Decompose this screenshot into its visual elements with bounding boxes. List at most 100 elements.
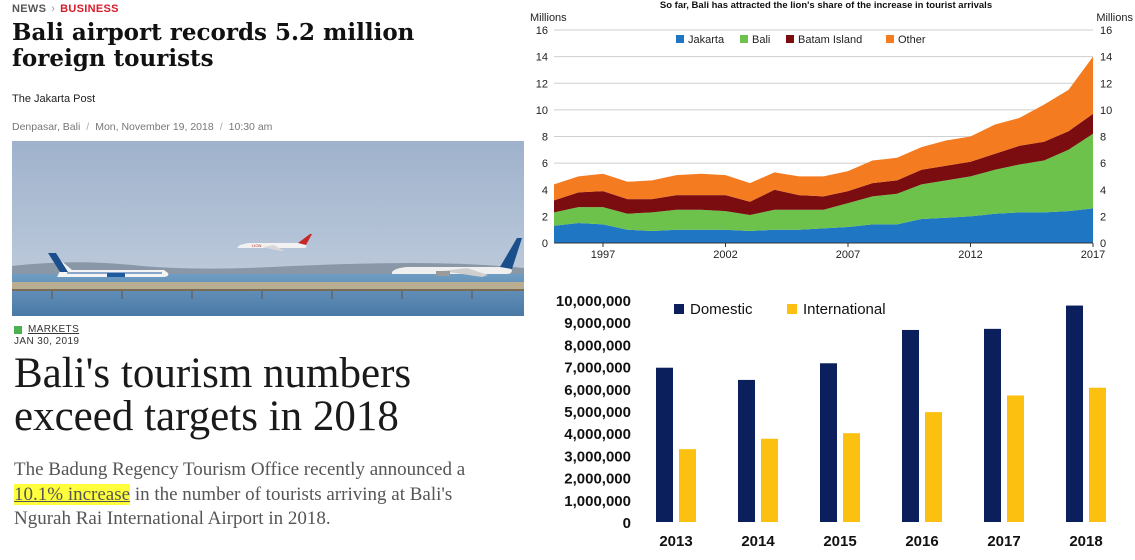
x-tick-label: 2012	[958, 249, 982, 261]
y-tick-right: 16	[1100, 25, 1112, 37]
domestic-international-bar-chart: 0 1,000,000 2,000,000 3,000,000 4,000,000 5,0…	[556, 293, 1106, 550]
body-text-start: The Badung Regency Tourism Office recent…	[14, 459, 466, 480]
y-tick-label: 8,000,000	[564, 337, 631, 354]
y-tick-label: 3,000,000	[564, 448, 631, 465]
y-tick-label: 2,000,000	[564, 471, 631, 488]
article-location: Denpasar, Bali	[12, 121, 81, 133]
plane-right-icon	[392, 238, 522, 277]
y-tick-label: 0	[623, 515, 631, 532]
legend-label-domestic: Domestic	[690, 301, 753, 318]
airport-photo: LION	[12, 141, 524, 316]
y-tick-left: 4	[542, 185, 548, 197]
article-date: Mon, November 19, 2018	[95, 121, 214, 133]
x-tick-label: 2013	[659, 533, 692, 550]
y-tick-right: 14	[1100, 52, 1112, 64]
x-tick-label: 2002	[713, 249, 737, 261]
bar-international-2017	[1007, 395, 1024, 522]
x-tick-label: 2017	[1081, 249, 1105, 261]
legend-label-other: Other	[898, 34, 926, 46]
article-date: JAN 30, 2019	[14, 336, 80, 347]
legend-label-international: International	[803, 301, 886, 318]
article-body: The Badung Regency Tourism Office recent…	[14, 458, 494, 532]
article-meta: Denpasar, Bali / Mon, November 19, 2018 / 10…	[12, 121, 272, 133]
jakarta-post-article: NEWS › BUSINESS Bali airport records 5.2 m…	[0, 0, 530, 318]
x-tick-label: 1997	[591, 249, 615, 261]
legend-label-batam: Batam Island	[798, 34, 862, 46]
y-tick-left: 10	[536, 105, 548, 117]
breadcrumb: NEWS › BUSINESS	[12, 3, 119, 15]
area-series-jakarta	[554, 208, 1093, 243]
meta-separator: /	[86, 121, 90, 133]
y-tick-label: 4,000,000	[564, 426, 631, 443]
y-tick-right: 4	[1100, 185, 1106, 197]
bar-international-2018	[1089, 387, 1106, 522]
y-tick-right: 2	[1100, 211, 1106, 223]
area-series-other	[554, 56, 1093, 202]
x-tick-label: 2007	[836, 249, 860, 261]
y-tick-left: 16	[536, 25, 548, 37]
y-tick-left: 0	[542, 238, 548, 250]
y-tick-right: 8	[1100, 132, 1106, 144]
breadcrumb-separator: ›	[51, 3, 56, 15]
y-tick-right: 10	[1100, 105, 1112, 117]
tourist-arrivals-area-chart: So far, Bali has attracted the lion's sh…	[530, 0, 1133, 261]
publisher-name[interactable]: The Jakarta Post	[12, 93, 96, 105]
bar-international-2015	[843, 433, 860, 522]
y-tick-right: 12	[1100, 78, 1112, 90]
chart-title: So far, Bali has attracted the lion's sh…	[660, 0, 992, 11]
y-tick-left: 14	[536, 52, 548, 64]
bar-international-2016	[925, 412, 942, 522]
breadcrumb-business-link[interactable]: BUSINESS	[60, 3, 119, 15]
legend-swatch-other	[886, 35, 894, 43]
article-time: 10:30 am	[228, 121, 273, 133]
y-tick-label: 7,000,000	[564, 360, 631, 377]
bar-domestic-2016	[902, 329, 919, 522]
y-tick-label: 10,000,000	[556, 293, 631, 310]
bar-international-2014	[761, 438, 778, 522]
x-tick-label: 2015	[823, 533, 856, 550]
y-tick-right: 0	[1100, 238, 1106, 250]
section-tag: MARKETS	[14, 324, 79, 335]
area-series-bali	[554, 133, 1093, 231]
y-tick-label: 6,000,000	[564, 382, 631, 399]
x-tick-label: 2018	[1069, 533, 1102, 550]
body-text-end: in the number of tourists arriving at Ba…	[14, 483, 453, 530]
legend-label-bali: Bali	[752, 34, 770, 46]
highlighted-increase-link[interactable]: 10.1% increase	[14, 483, 131, 505]
y-tick-left: 6	[542, 158, 548, 170]
y-tick-left: 2	[542, 211, 548, 223]
x-tick-label: 2017	[987, 533, 1020, 550]
legend-label-jakarta: Jakarta	[688, 34, 725, 46]
y-tick-left: 8	[542, 132, 548, 144]
legend-swatch-jakarta	[676, 35, 684, 43]
breadcrumb-news-link[interactable]: NEWS	[12, 3, 47, 15]
article-headline: Bali's tourism numbers exceed targets in…	[14, 350, 412, 440]
legend-swatch-domestic	[674, 304, 684, 314]
bar-domestic-2018	[1066, 305, 1083, 522]
y-tick-label: 5,000,000	[564, 404, 631, 421]
y-axis-right-label: Millions	[1096, 12, 1133, 24]
y-tick-label: 1,000,000	[564, 493, 631, 510]
bar-domestic-2014	[738, 379, 755, 522]
svg-text:LION: LION	[252, 243, 261, 248]
legend-swatch-batam	[786, 35, 794, 43]
y-tick-label: 9,000,000	[564, 315, 631, 332]
y-tick-right: 6	[1100, 158, 1106, 170]
x-tick-label: 2016	[905, 533, 938, 550]
bar-domestic-2017	[984, 328, 1001, 522]
plane-flying-icon: LION	[237, 234, 312, 251]
legend-swatch-international	[787, 304, 797, 314]
markets-article: MARKETS JAN 30, 2019 Bali's tourism numb…	[0, 318, 530, 560]
bar-international-2013	[679, 449, 696, 522]
x-tick-label: 2014	[741, 533, 775, 550]
area-series-batam	[554, 113, 1093, 215]
article-headline: Bali airport records 5.2 million foreign…	[12, 19, 415, 72]
y-tick-left: 12	[536, 78, 548, 90]
section-square-icon	[14, 325, 22, 334]
legend-swatch-bali	[740, 35, 748, 43]
bar-domestic-2013	[656, 367, 673, 522]
plane-left-icon	[48, 253, 169, 277]
markets-section-link[interactable]: MARKETS	[28, 324, 80, 335]
y-axis-left-label: Millions	[530, 12, 567, 24]
bar-domestic-2015	[820, 363, 837, 522]
